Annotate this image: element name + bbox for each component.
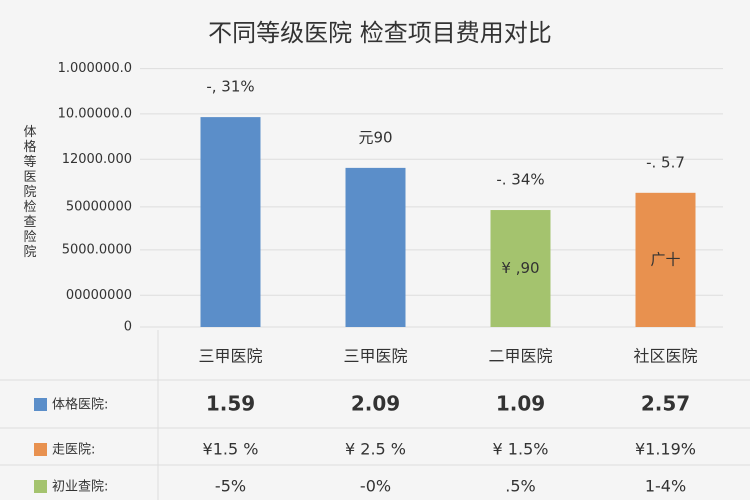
table-cell: 1.09 [496,392,545,416]
table-cell: 1-4% [645,477,686,496]
table-cell: ¥1.5 % [203,440,259,459]
inner-label: 广十 [650,250,680,268]
row-label: 走医院: [52,443,95,458]
y-tick-label: 12000.000 [62,152,132,167]
inner-label: ¥ ,90 [501,259,539,277]
y-tick-label: 1.000000.0 [58,61,132,76]
bar [345,167,406,327]
row-label: 体格医院: [52,397,108,413]
legend-swatch [34,398,47,411]
y-tick-label: 00000000 [66,288,132,303]
column-header: 三甲医院 [343,347,407,366]
legend-swatch [34,443,47,456]
bar-label: -. 34% [496,171,544,189]
bar-label: -. 5.7 [646,153,685,171]
bar [490,210,551,327]
table-cell: .5% [505,477,535,496]
table-cell: -5% [215,477,246,496]
bar-label: -, 31% [206,78,254,96]
chart-title: 不同等级医院 检查项目费用对比 [208,19,552,47]
column-header: 三甲医院 [198,347,262,366]
legend-swatch [34,480,47,493]
y-tick-label: 50000000 [66,199,132,214]
y-tick-label: 0 [124,320,132,335]
table-cell: -0% [360,477,391,496]
table-cell: ¥ 2.5 % [345,440,406,459]
table-cell: 2.09 [351,392,400,416]
y-axis-label: 体格等医院检查险院 [23,125,36,260]
bar [200,117,261,328]
column-header: 二甲医院 [488,347,552,366]
table-cell: 2.57 [641,392,690,416]
row-label: 初业查院: [52,480,108,495]
y-tick-label: 10.00000.0 [58,106,132,121]
column-header: 社区医院 [633,347,697,366]
bar [635,192,696,327]
table-cell: 1.59 [206,392,255,416]
table-cell: ¥1.19% [635,440,696,459]
table-cell: ¥ 1.5% [493,440,549,459]
y-tick-label: 5000.0000 [62,242,132,257]
bar-label: 元90 [358,128,392,146]
